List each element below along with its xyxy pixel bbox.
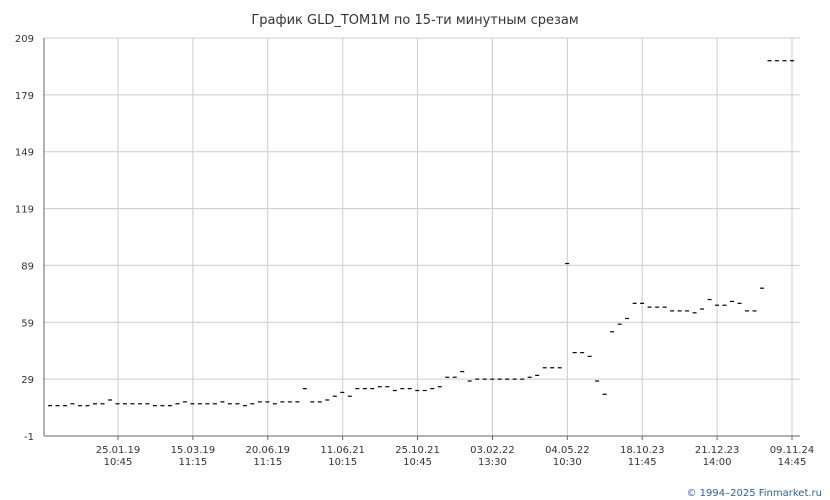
axes — [43, 38, 800, 440]
x-tick-date: 25.01.19 — [96, 445, 141, 456]
x-tick-date: 18.10.23 — [620, 445, 665, 456]
y-tick-label: 29 — [21, 375, 34, 386]
x-tick-time: 11:15 — [178, 457, 207, 468]
data-points — [48, 60, 794, 407]
x-tick-date: 25.10.21 — [395, 445, 440, 456]
y-tick-label: 89 — [21, 261, 34, 272]
y-tick-label: 119 — [15, 205, 34, 216]
x-tick-labels: 25.01.1910:4515.03.1911:1520.06.1911:151… — [96, 445, 815, 468]
x-tick-time: 10:30 — [553, 457, 582, 468]
y-tick-label: -1 — [24, 432, 34, 443]
x-tick-time: 14:45 — [778, 457, 807, 468]
x-tick-date: 21.12.23 — [695, 445, 740, 456]
x-tick-date: 15.03.19 — [171, 445, 216, 456]
y-tick-label: 149 — [15, 148, 34, 159]
y-tick-labels: 209 179 149 119 89 59 29 -1 — [15, 34, 34, 443]
y-tick-label: 59 — [21, 318, 34, 329]
x-tick-time: 10:15 — [328, 457, 357, 468]
x-tick-date: 04.05.22 — [545, 445, 590, 456]
x-tick-date: 03.02.22 — [470, 445, 515, 456]
chart-title: График GLD_TOM1M по 15-ти минутным среза… — [251, 13, 578, 28]
x-tick-date: 11.06.21 — [320, 445, 365, 456]
grid — [44, 37, 800, 437]
x-tick-date: 09.11.24 — [770, 445, 815, 456]
y-tick-label: 179 — [15, 91, 34, 102]
x-tick-time: 13:30 — [478, 457, 507, 468]
x-tick-date: 20.06.19 — [246, 445, 291, 456]
x-tick-time: 14:00 — [703, 457, 732, 468]
x-tick-time: 11:15 — [253, 457, 282, 468]
x-tick-time: 10:45 — [403, 457, 432, 468]
x-tick-time: 11:45 — [628, 457, 657, 468]
copyright-link[interactable]: © 1994–2025 Finmarket.ru — [686, 488, 822, 499]
y-tick-label: 209 — [15, 34, 34, 45]
x-tick-time: 10:45 — [104, 457, 133, 468]
